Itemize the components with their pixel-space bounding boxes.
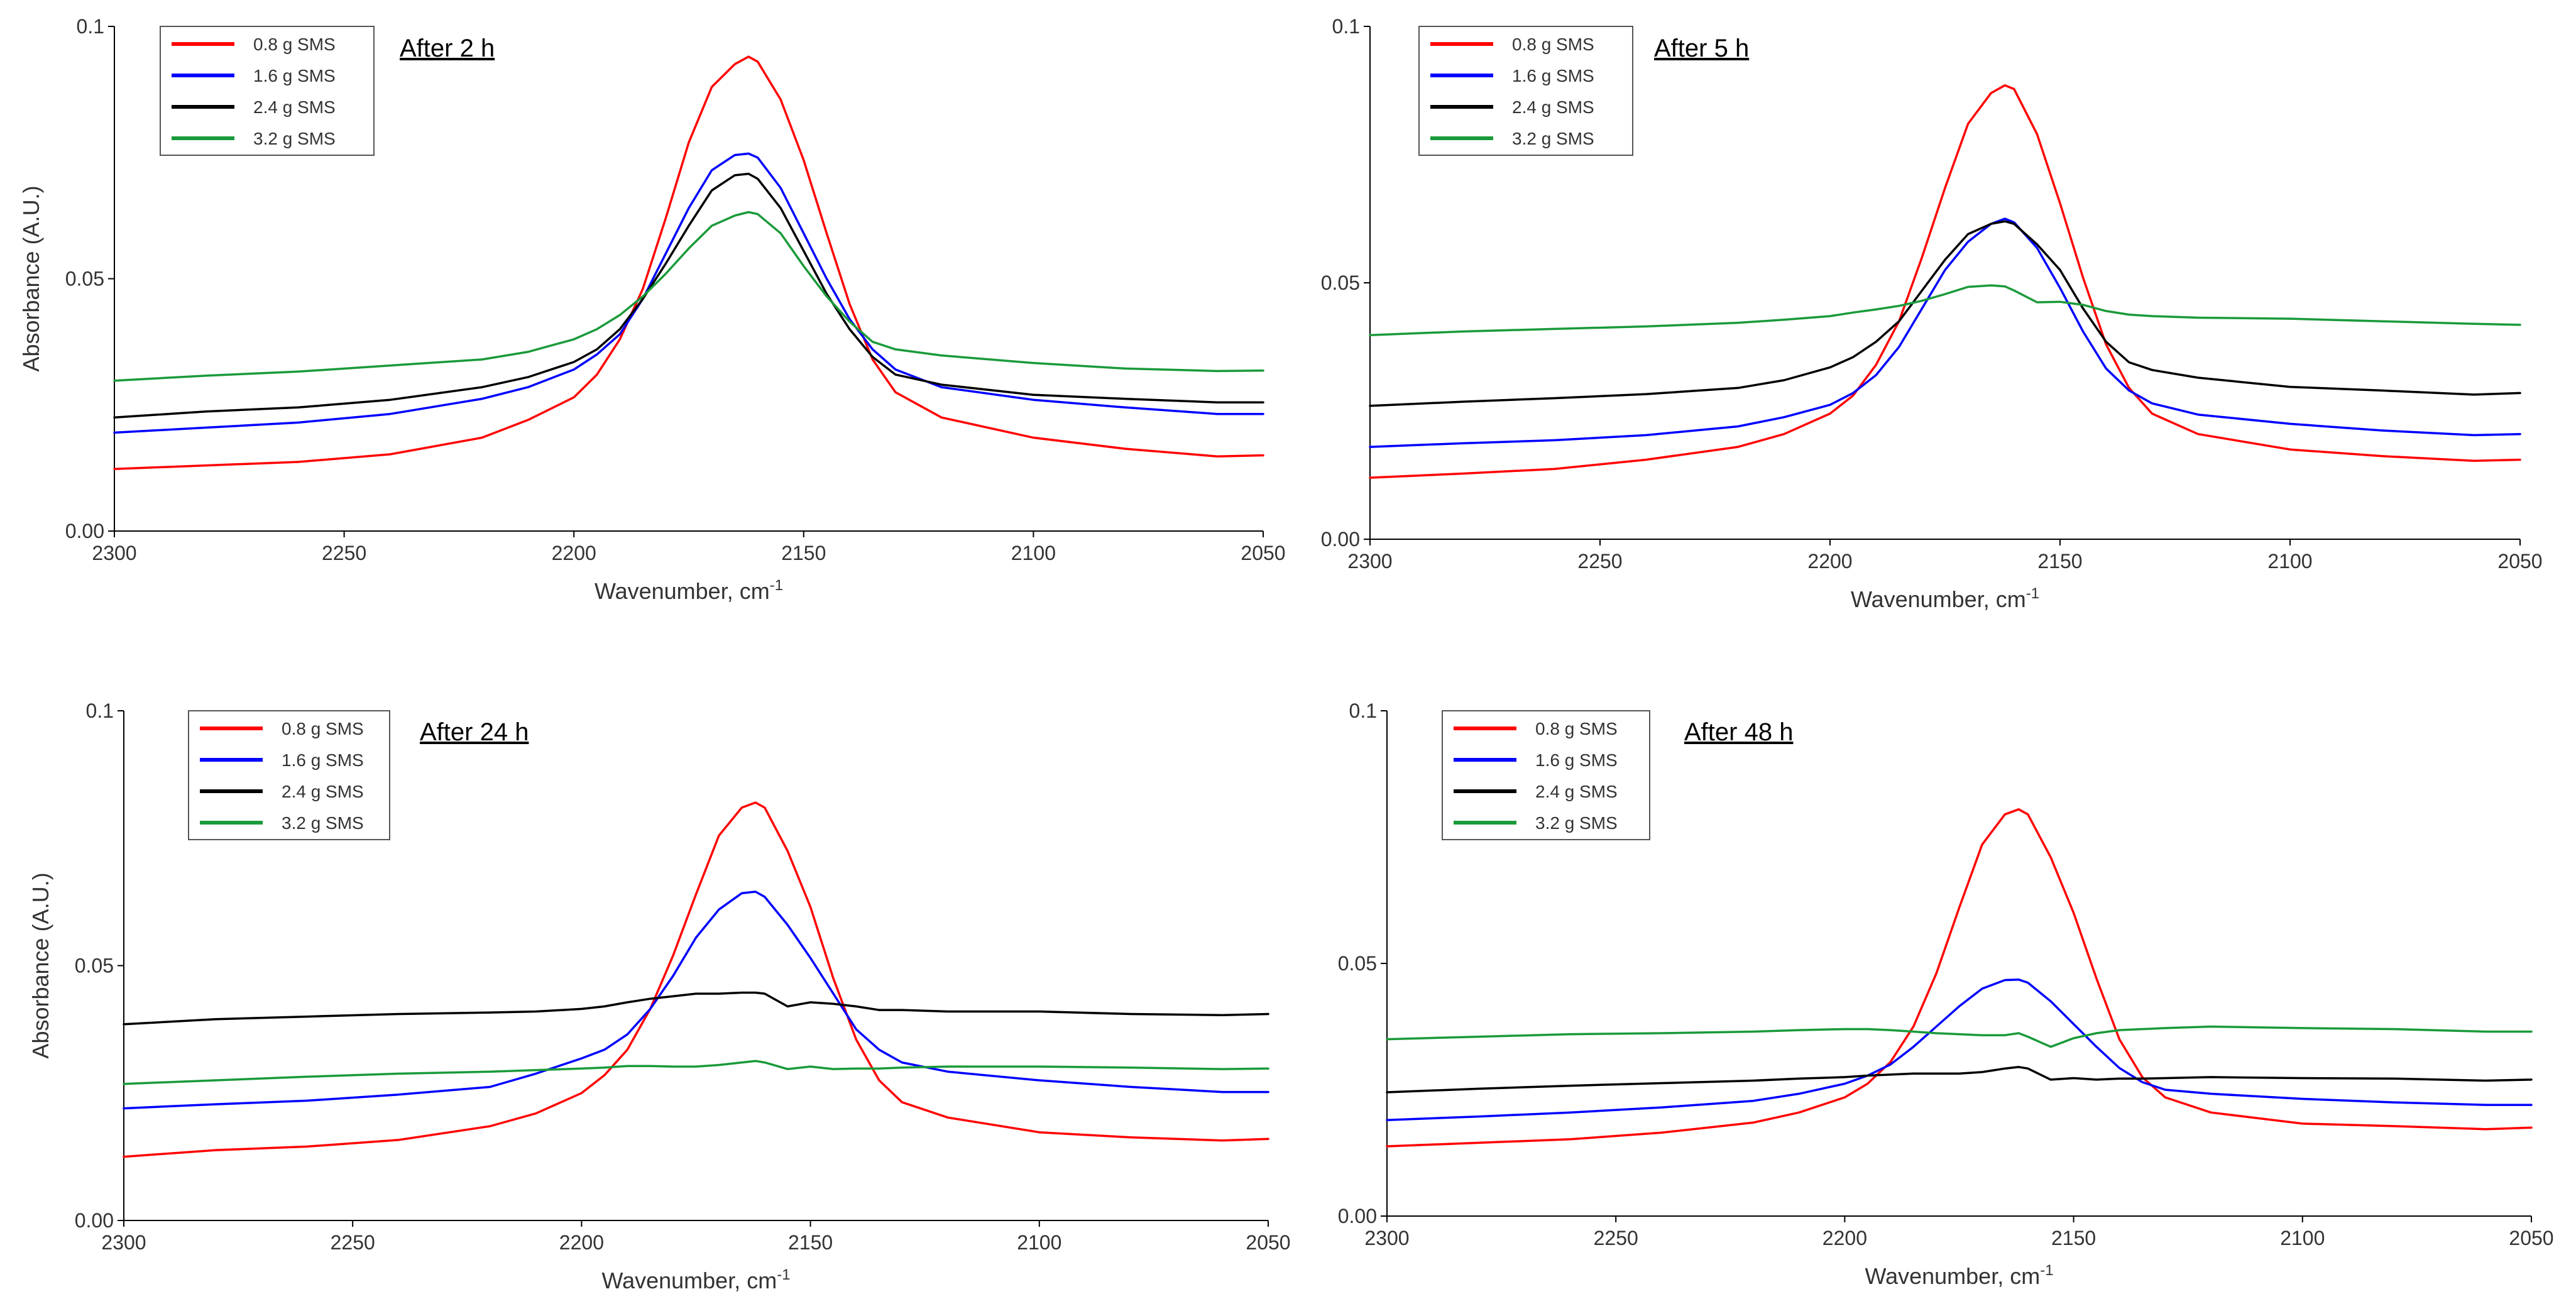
x-tick-label: 2200 — [1822, 1227, 1867, 1249]
x-tick-label: 2050 — [2509, 1227, 2553, 1249]
y-tick-label: 0.1 — [77, 15, 104, 38]
x-axis-label: Wavenumber, cm-1 — [601, 1266, 790, 1293]
chart-panel-2: 2300 2250 2200 2150 2100 2050 0.00 0.05 0.1 Waven… — [1321, 15, 2543, 612]
chart-panel-1: 2300 2250 2200 2150 2100 2050 0.00 0.05 0.1 Waven… — [18, 15, 1286, 604]
legend-label: 3.2 g SMS — [1535, 813, 1618, 833]
panel-title: After 5 h — [1654, 35, 1749, 62]
panel-title: After 48 h — [1684, 718, 1793, 746]
y-tick-label: 0.1 — [1332, 15, 1360, 38]
series-line-2 — [1386, 978, 2533, 1121]
legend-label: 1.6 g SMS — [1512, 66, 1594, 85]
legend-label: 2.4 g SMS — [253, 97, 336, 117]
legend-label: 3.2 g SMS — [1512, 129, 1594, 148]
x-tick-label: 2250 — [322, 542, 366, 564]
legend-label: 0.8 g SMS — [282, 719, 364, 738]
legend: 0.8 g SMS 1.6 g SMS 2.4 g SMS 3.2 g SMS — [1442, 710, 1650, 840]
y-tick-label: 0.00 — [65, 520, 104, 542]
legend: 0.8 g SMS 1.6 g SMS 2.4 g SMS 3.2 g SMS — [188, 710, 390, 840]
x-axis-label: Wavenumber, cm-1 — [1851, 585, 2039, 612]
series-line-3 — [113, 172, 1264, 419]
x-tick-label: 2100 — [1011, 542, 1056, 564]
y-tick-label: 0.00 — [75, 1209, 114, 1232]
x-axis-label-superscript: -1 — [777, 1266, 790, 1283]
x-tick-label: 2050 — [2497, 550, 2542, 573]
panel-title: After 2 h — [400, 35, 495, 62]
legend-label: 2.4 g SMS — [1535, 782, 1618, 801]
x-tick-label: 2250 — [1577, 550, 1622, 573]
x-tick-label: 2150 — [788, 1231, 833, 1254]
x-tick-label: 2100 — [2280, 1227, 2325, 1249]
x-axis-label: Wavenumber, cm-1 — [1865, 1262, 2053, 1289]
series-line-3 — [123, 991, 1269, 1026]
x-tick-label: 2250 — [1594, 1227, 1638, 1249]
x-tick-label: 2300 — [92, 542, 136, 564]
x-tick-label: 2200 — [559, 1231, 604, 1254]
y-tick-label: 0.1 — [1349, 699, 1377, 722]
y-tick-label: 0.00 — [1321, 528, 1360, 551]
legend: 0.8 g SMS 1.6 g SMS 2.4 g SMS 3.2 g SMS — [1418, 26, 1633, 156]
y-axis-label: Absorbance (A.U.) — [18, 185, 44, 371]
legend-label: 2.4 g SMS — [1512, 97, 1594, 117]
x-tick-label: 2100 — [2267, 550, 2312, 573]
legend-label: 1.6 g SMS — [1535, 750, 1618, 770]
series-line-4 — [1386, 1025, 2533, 1048]
legend-box — [1442, 710, 1650, 840]
chart-panel-3: 2300 2250 2200 2150 2100 2050 0.00 0.05 0.1 Waven… — [28, 699, 1291, 1293]
x-tick-label: 2150 — [2037, 550, 2082, 573]
legend-label: 3.2 g SMS — [282, 813, 364, 833]
series-line-2 — [113, 152, 1264, 434]
x-axis-label-superscript: -1 — [770, 577, 783, 594]
y-tick-label: 0.05 — [65, 268, 104, 290]
legend-label: 1.6 g SMS — [282, 750, 364, 770]
series-line-1 — [113, 55, 1264, 470]
x-tick-label: 2300 — [101, 1231, 146, 1254]
series-line-1 — [1386, 808, 2533, 1148]
x-tick-label: 2200 — [552, 542, 596, 564]
legend-label: 2.4 g SMS — [282, 782, 364, 801]
x-tick-label: 2050 — [1246, 1231, 1290, 1254]
series-line-4 — [1369, 284, 2521, 336]
series-line-2 — [1369, 217, 2521, 448]
x-tick-label: 2150 — [2051, 1227, 2096, 1249]
chart-panel-4: 2300 2250 2200 2150 2100 2050 0.00 0.05 0.1 Waven… — [1338, 699, 2554, 1289]
y-tick-label: 0.00 — [1338, 1205, 1377, 1227]
y-tick-label: 0.05 — [1321, 271, 1360, 294]
x-axis-label: Wavenumber, cm-1 — [595, 577, 783, 604]
series-line-1 — [123, 801, 1269, 1158]
y-axis-label: Absorbance (A.U.) — [28, 872, 53, 1058]
legend-label: 0.8 g SMS — [1535, 719, 1618, 738]
x-tick-label: 2050 — [1241, 542, 1285, 564]
x-tick-label: 2300 — [1347, 550, 1392, 573]
panel-title: After 24 h — [420, 718, 529, 746]
series-line-2 — [123, 891, 1269, 1110]
x-tick-label: 2200 — [1807, 550, 1852, 573]
x-axis-label-superscript: -1 — [2040, 1262, 2053, 1279]
y-tick-label: 0.1 — [86, 699, 114, 722]
series-line-3 — [1369, 220, 2521, 407]
series-line-3 — [1386, 1066, 2533, 1094]
legend-label: 0.8 g SMS — [253, 35, 336, 54]
x-tick-label: 2150 — [781, 542, 826, 564]
legend-box — [188, 710, 390, 840]
legend-label: 1.6 g SMS — [253, 66, 336, 85]
series-line-1 — [1369, 84, 2521, 479]
y-tick-label: 0.05 — [75, 955, 114, 977]
series-line-4 — [123, 1060, 1269, 1085]
y-tick-label: 0.05 — [1338, 952, 1377, 975]
x-tick-label: 2300 — [1364, 1227, 1409, 1249]
legend-box — [160, 26, 375, 156]
x-axis-label-superscript: -1 — [2026, 585, 2039, 602]
legend: 0.8 g SMS 1.6 g SMS 2.4 g SMS 3.2 g SMS — [160, 26, 375, 156]
legend-box — [1418, 26, 1633, 156]
series-line-4 — [113, 211, 1264, 382]
x-tick-label: 2250 — [331, 1231, 375, 1254]
x-tick-label: 2100 — [1017, 1231, 1061, 1254]
legend-label: 3.2 g SMS — [253, 129, 336, 148]
legend-label: 0.8 g SMS — [1512, 35, 1594, 54]
